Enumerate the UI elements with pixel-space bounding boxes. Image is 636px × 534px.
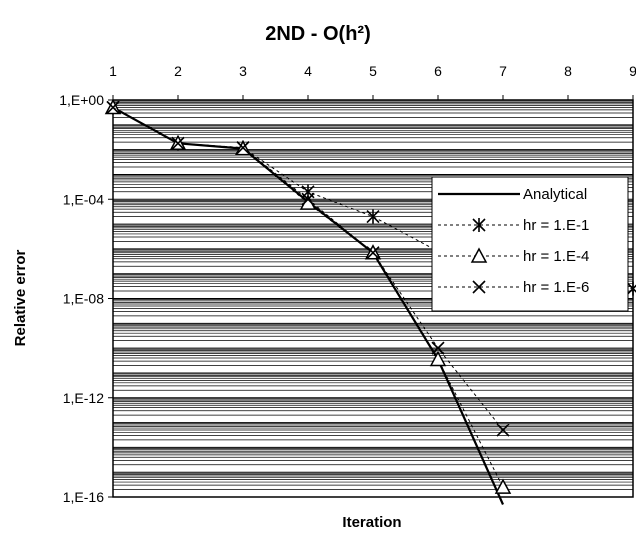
triangle-marker	[494, 478, 512, 494]
legend-label: Analytical	[523, 186, 587, 203]
x-tick-label: 2	[174, 63, 182, 79]
x-marker	[431, 341, 445, 355]
asterisk-marker	[626, 281, 636, 296]
asterisk-marker	[366, 209, 380, 224]
legend-label: hr = 1.E-1	[523, 217, 589, 234]
x-marker	[236, 141, 250, 155]
legend-box	[431, 176, 629, 312]
y-tick-label: 1,E-12	[63, 390, 104, 406]
y-tick-label: 1,E-08	[63, 291, 104, 307]
y-axis: 1,E+00 1,E-04 1,E-08 1,E-12 1,E-16	[59, 92, 113, 505]
x-tick-label: 9	[629, 63, 636, 79]
chart-title: 2ND - O(h²)	[265, 23, 371, 45]
x-tick-label: 5	[369, 63, 377, 79]
legend: Analytical hr = 1.E-1 hr = 1.E-4 hr = 1.E-6	[431, 176, 629, 312]
x-marker	[496, 423, 510, 437]
x-tick-label: 1	[109, 63, 117, 79]
x-marker	[301, 192, 315, 206]
legend-label: hr = 1.E-6	[523, 279, 589, 296]
x-marker	[366, 246, 380, 260]
triangle-marker	[470, 247, 488, 263]
grid-lines	[113, 100, 633, 490]
x-axis-label: Iteration	[342, 514, 401, 531]
y-tick-label: 1,E+00	[59, 92, 104, 108]
y-axis-label: Relative error	[12, 249, 29, 346]
x-marker	[171, 136, 185, 150]
x-tick-label: 4	[304, 63, 312, 79]
x-tick-label: 6	[434, 63, 442, 79]
legend-label: hr = 1.E-4	[523, 248, 589, 265]
y-tick-label: 1,E-04	[63, 191, 104, 207]
y-tick-label: 1,E-16	[63, 489, 104, 505]
x-tick-label: 3	[239, 63, 247, 79]
triangle-marker	[429, 350, 447, 367]
x-marker	[472, 280, 486, 294]
x-axis: 1 2 3 4 5 6 7 8 9	[109, 63, 636, 100]
x-tick-label: 7	[499, 63, 507, 79]
asterisk-marker	[472, 218, 486, 232]
x-marker	[106, 100, 120, 115]
series-4	[106, 100, 510, 437]
x-tick-label: 8	[564, 63, 572, 79]
